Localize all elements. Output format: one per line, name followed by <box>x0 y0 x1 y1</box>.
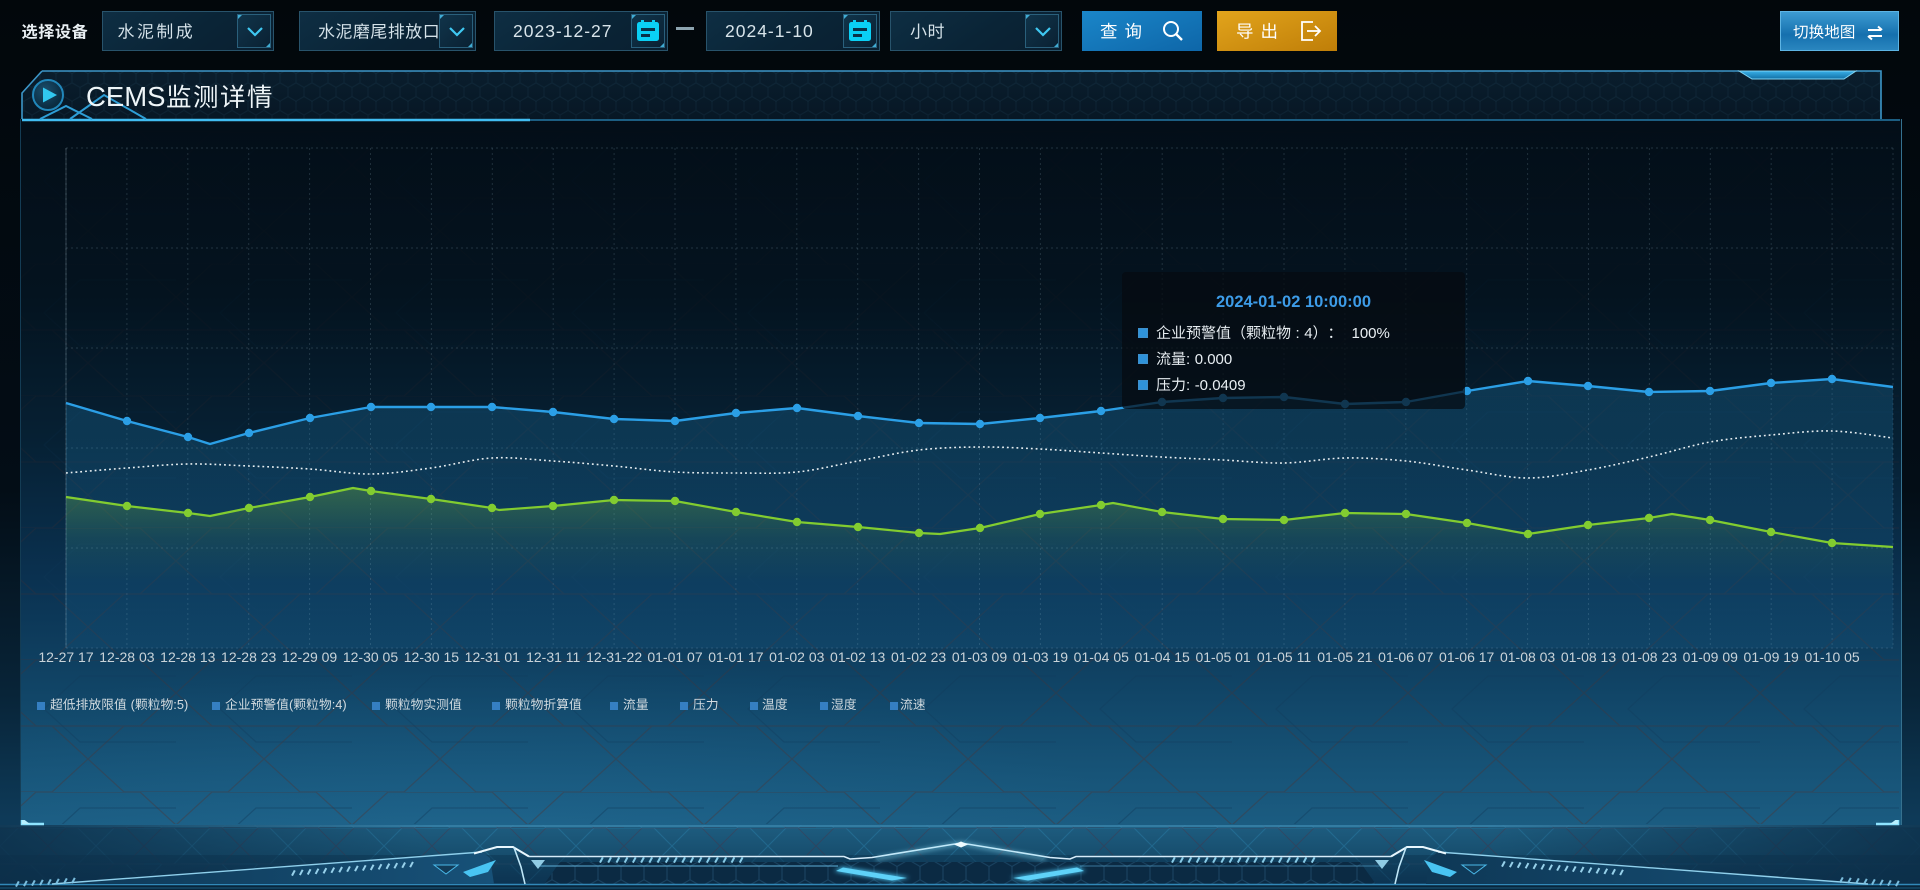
svg-text:CEMS: CEMS <box>86 81 165 112</box>
